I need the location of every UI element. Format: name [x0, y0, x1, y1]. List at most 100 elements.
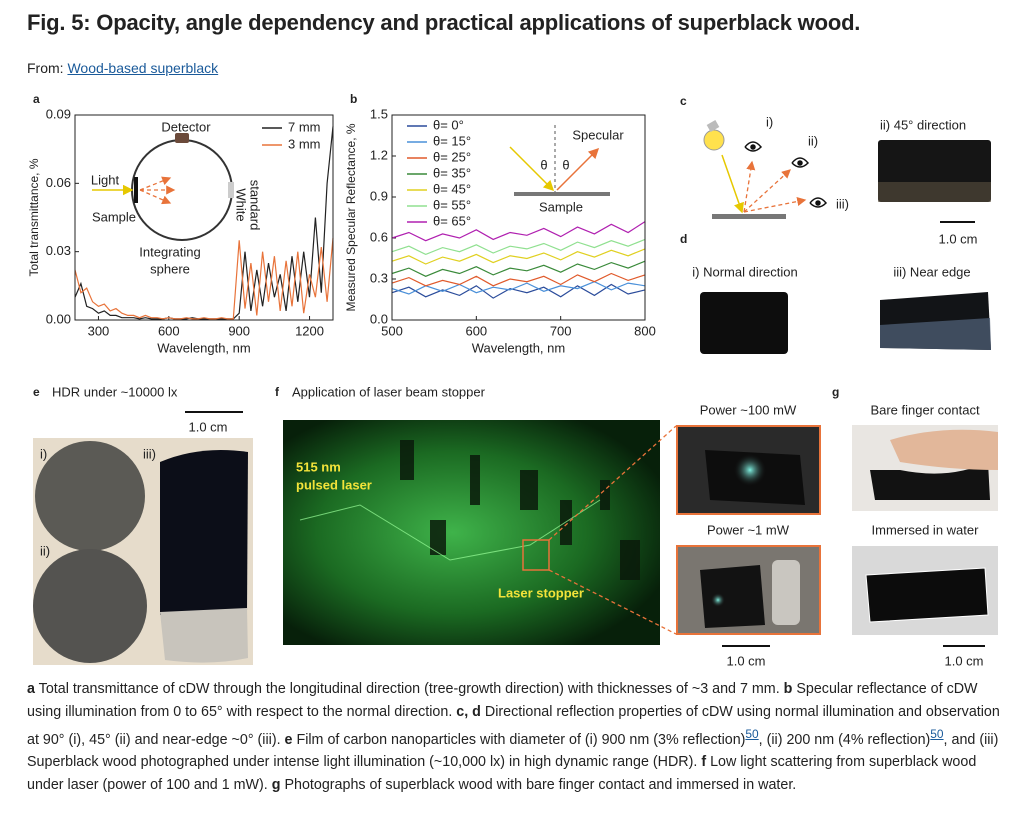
- sample: [134, 177, 138, 203]
- photo-title: Immersed in water: [872, 522, 980, 537]
- light-arrow: [721, 154, 744, 214]
- panel-label: a: [33, 92, 40, 106]
- laser-spot: [711, 593, 725, 607]
- legend-label: θ= 15°: [433, 133, 471, 148]
- series-line: [391, 260, 646, 277]
- photo-label: i): [40, 446, 47, 461]
- source-link[interactable]: Wood-based superblack: [67, 60, 219, 76]
- sample: [514, 192, 610, 196]
- annotation: θ: [562, 157, 569, 172]
- panel-d: d i) Normal direction iii) Near edge: [680, 232, 991, 354]
- y-tick-label: 0.3: [370, 270, 388, 285]
- caption-label: b: [783, 681, 793, 697]
- wood-edge: [160, 608, 248, 663]
- stopper-label: Laser stopper: [498, 585, 584, 600]
- bulb-base: [706, 120, 720, 132]
- y-tick-label: 0.03: [46, 243, 71, 258]
- x-axis-label: Wavelength, nm: [472, 340, 565, 355]
- figure: c i) ii) iii) ii) 45° direction 1.0 cm d…: [27, 92, 998, 668]
- caption-text: Low light scattering from superblack woo…: [27, 754, 977, 793]
- y-tick-label: 1.2: [370, 147, 388, 162]
- annotation: standard: [248, 180, 263, 231]
- panel-title: HDR under ~10000 lx: [52, 384, 178, 399]
- annotation: sphere: [150, 261, 190, 276]
- caption-text: , (ii) 200 nm (4% reflection): [758, 731, 931, 748]
- figure-title: Fig. 5: Opacity, angle dependency and pr…: [27, 10, 861, 35]
- panel-g: g Bare finger contact Immersed in water …: [832, 385, 998, 668]
- from-label: From:: [27, 60, 64, 76]
- x-tick-label: 700: [550, 323, 572, 338]
- x-tick-label: 600: [158, 323, 180, 338]
- y-tick-label: 0.00: [46, 311, 71, 326]
- wood: [865, 567, 989, 623]
- caption-text: Photographs of superblack wood with bare…: [280, 776, 797, 793]
- ref-sup: 50: [930, 727, 943, 741]
- y-axis-label: Measured Specular Reflectance, %: [344, 123, 358, 311]
- caption: a Total transmittance of cDW through the…: [27, 678, 1002, 796]
- scale-label: 1.0 cm: [188, 419, 227, 434]
- caption-text: , and (iii) Superblack wood photographed…: [27, 731, 999, 771]
- y-tick-label: 0.6: [370, 229, 388, 244]
- caption-label: c, d: [456, 703, 481, 720]
- series-line: [391, 283, 646, 299]
- film-i: [35, 441, 145, 551]
- stopper-box: [522, 539, 550, 571]
- caption-label: a: [27, 681, 35, 697]
- incident-arrow: [509, 146, 555, 192]
- eyes: [744, 141, 828, 208]
- panel-b: b Specular θ θ Sample: [350, 92, 624, 214]
- inset-title: Power ~100 mW: [700, 402, 797, 417]
- series-line: [391, 272, 646, 287]
- wood: [160, 449, 248, 615]
- panel-label: e: [33, 385, 40, 399]
- panel-label: b: [350, 92, 357, 106]
- caption-label: g: [271, 776, 281, 793]
- caption-text: Specular reflectance of cDW using illumi…: [27, 681, 978, 720]
- panel-a: a Detector Light Sample White standard I…: [33, 92, 263, 276]
- ref-sup: 50: [745, 727, 758, 741]
- series-line: [74, 237, 334, 320]
- white-standard: [228, 182, 234, 198]
- x-tick-label: 600: [465, 323, 487, 338]
- annotation: Detector: [161, 119, 211, 134]
- panel-title: Application of laser beam stopper: [292, 384, 486, 399]
- plot-frame: [391, 114, 646, 321]
- observer-label: iii): [836, 196, 849, 211]
- y-tick-label: 0.0: [370, 311, 388, 326]
- legend-label: 7 mm: [288, 119, 321, 134]
- photo-edge: [880, 318, 991, 350]
- inset-title: Power ~1 mW: [707, 522, 790, 537]
- reference-link[interactable]: 50: [930, 727, 944, 741]
- scale-label: 1.0 cm: [938, 231, 977, 246]
- chart: 300 600 900 1200 0.00 0.03 0.06 0.09 Wavelength,…: [27, 106, 334, 355]
- reflect-arrows: [743, 160, 807, 213]
- panel-c: c i) ii) iii) ii) 45° direction 1.0 cm: [680, 94, 991, 246]
- reference-link[interactable]: 50: [745, 727, 759, 741]
- caption-text: Directional reflection properties of cDW…: [27, 703, 1000, 748]
- annotation: θ: [540, 157, 547, 172]
- photo-title: ii) 45° direction: [880, 117, 966, 132]
- x-tick-label: 1200: [295, 323, 324, 338]
- film-ii: [33, 549, 147, 663]
- photo: [700, 292, 788, 354]
- caption-text: Total transmittance of cDW through the l…: [34, 681, 784, 697]
- series-line: [391, 221, 646, 242]
- photo: [283, 420, 660, 645]
- caption-text: Film of carbon nanoparticles with diamet…: [292, 731, 746, 748]
- annotation: Integrating: [139, 244, 200, 259]
- bulb: [703, 129, 725, 151]
- annotation: Sample: [92, 209, 136, 224]
- photo-label: iii): [143, 446, 156, 461]
- laser-label: 515 nm: [296, 459, 341, 474]
- scatter-arrows: [139, 176, 176, 205]
- series-line: [74, 126, 334, 320]
- detector: [175, 133, 189, 143]
- legend-label: 3 mm: [288, 136, 321, 151]
- observer-label: i): [766, 114, 773, 129]
- panel-f: f Application of laser beam stopper 515 …: [275, 384, 821, 668]
- y-tick-label: 1.5: [370, 106, 388, 121]
- legend-label: θ= 25°: [433, 149, 471, 164]
- panel-label: g: [832, 385, 839, 399]
- observer-label: ii): [808, 133, 818, 148]
